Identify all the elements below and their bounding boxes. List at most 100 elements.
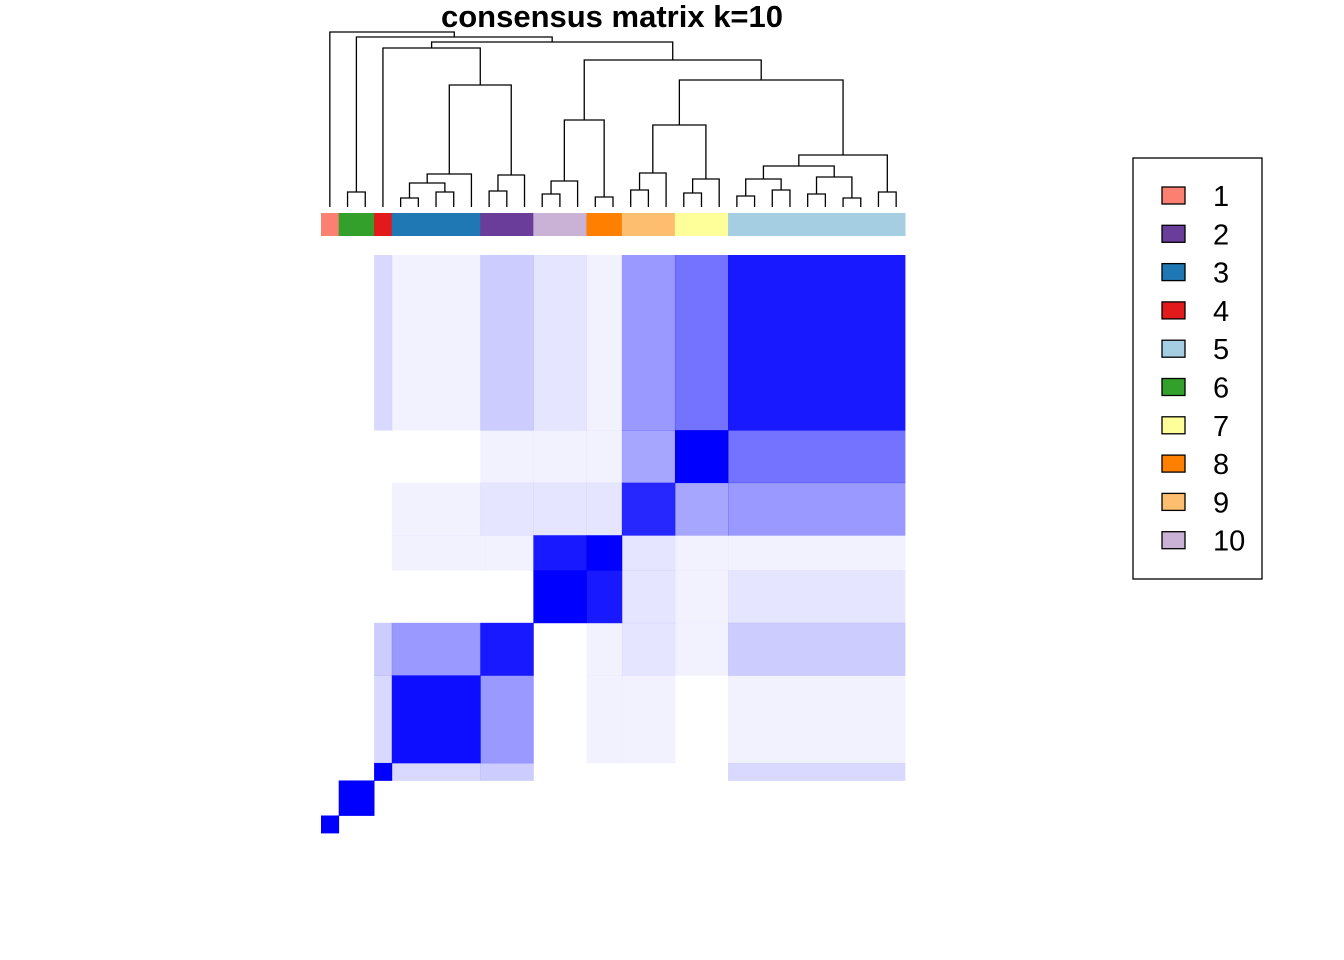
matrix-block-5-4 bbox=[374, 255, 393, 431]
matrix-block-3-3 bbox=[391, 675, 481, 764]
dendrogram-branch bbox=[745, 178, 782, 196]
legend-swatch-1 bbox=[1161, 186, 1186, 205]
matrix-block-2-3 bbox=[391, 622, 481, 676]
matrix-block-10-9 bbox=[621, 570, 676, 624]
matrix-block-9-9 bbox=[621, 482, 676, 536]
chart-title: consensus matrix k=10 bbox=[441, 0, 783, 34]
legend-label-5: 5 bbox=[1213, 334, 1229, 366]
legend-swatch-2 bbox=[1161, 224, 1186, 243]
cluster-bar-9 bbox=[621, 213, 676, 236]
matrix-block-2-8 bbox=[586, 622, 623, 676]
cluster-bar-5 bbox=[728, 213, 906, 236]
matrix-block-2-2 bbox=[480, 622, 534, 676]
matrix-block-7-9 bbox=[621, 430, 676, 484]
cluster-annotation-bar bbox=[321, 213, 906, 236]
matrix-block-4-4 bbox=[374, 762, 393, 781]
dendrogram-branch bbox=[678, 79, 844, 155]
legend-label-3: 3 bbox=[1213, 258, 1229, 290]
dendrogram-branch bbox=[683, 192, 703, 207]
legend-label-8: 8 bbox=[1213, 449, 1229, 481]
matrix-block-8-2 bbox=[480, 535, 534, 571]
dendrogram bbox=[329, 31, 897, 207]
matrix-block-8-5 bbox=[728, 535, 906, 571]
cluster-bar-1 bbox=[321, 213, 340, 236]
consensus-matrix bbox=[321, 255, 906, 834]
matrix-block-5-3 bbox=[391, 255, 481, 431]
matrix-block-7-5 bbox=[728, 430, 906, 484]
dendrogram-branch bbox=[329, 31, 455, 207]
matrix-block-5-5 bbox=[728, 255, 906, 431]
legend: 1 2 3 4 5 6 7 8 9 10 bbox=[1132, 157, 1263, 580]
matrix-block-9-7 bbox=[674, 482, 729, 536]
dendrogram-branch bbox=[488, 190, 508, 207]
matrix-block-3-4 bbox=[374, 675, 393, 764]
dendrogram-branch bbox=[630, 189, 650, 207]
legend-label-4: 4 bbox=[1213, 296, 1229, 328]
matrix-block-7-8 bbox=[586, 430, 623, 484]
dendrogram-branch bbox=[771, 189, 791, 207]
matrix-block-10-8 bbox=[586, 570, 623, 624]
cluster-bar-4 bbox=[374, 213, 393, 236]
legend-label-9: 9 bbox=[1213, 487, 1229, 519]
cluster-bar-8 bbox=[586, 213, 623, 236]
dendrogram-branch bbox=[594, 196, 614, 207]
legend-swatch-5 bbox=[1161, 339, 1186, 358]
legend-label-6: 6 bbox=[1213, 373, 1229, 405]
dendrogram-branch bbox=[430, 41, 674, 60]
matrix-block-5-2 bbox=[480, 255, 534, 431]
matrix-block-7-2 bbox=[480, 430, 534, 484]
dendrogram-branch bbox=[652, 124, 707, 179]
legend-entries: 1 2 3 4 5 6 7 8 9 10 bbox=[1161, 181, 1245, 558]
matrix-block-2-9 bbox=[621, 622, 676, 676]
cluster-bar-2 bbox=[480, 213, 534, 236]
dendrogram-branch bbox=[798, 154, 888, 192]
dendrogram-branch bbox=[435, 191, 455, 207]
dendrogram-branch bbox=[563, 119, 605, 197]
dendrogram-branch bbox=[399, 197, 419, 207]
matrix-block-9-10 bbox=[533, 482, 587, 536]
matrix-block-8-9 bbox=[621, 535, 676, 571]
legend-label-10: 10 bbox=[1213, 526, 1245, 558]
cluster-bar-10 bbox=[533, 213, 587, 236]
dendrogram-branch bbox=[541, 193, 561, 207]
dendrogram-branch bbox=[807, 193, 827, 207]
matrix-block-2-4 bbox=[374, 622, 393, 676]
matrix-block-7-10 bbox=[533, 430, 587, 484]
dendrogram-branch bbox=[355, 36, 553, 192]
matrix-block-4-5 bbox=[728, 762, 906, 781]
matrix-block-6-6 bbox=[338, 780, 375, 816]
legend-box bbox=[1132, 157, 1263, 580]
matrix-block-8-3 bbox=[391, 535, 481, 571]
matrix-block-3-2 bbox=[480, 675, 534, 764]
legend-swatch-9 bbox=[1161, 492, 1186, 512]
legend-swatch-3 bbox=[1161, 262, 1186, 282]
legend-swatch-8 bbox=[1161, 454, 1186, 473]
matrix-block-8-7 bbox=[674, 535, 729, 571]
cluster-bar-7 bbox=[674, 213, 729, 236]
legend-swatch-6 bbox=[1161, 377, 1186, 397]
matrix-block-5-10 bbox=[533, 255, 587, 431]
matrix-block-9-8 bbox=[586, 482, 623, 536]
matrix-block-10-5 bbox=[728, 570, 906, 624]
dendrogram-branch bbox=[736, 195, 756, 207]
matrix-block-1-1 bbox=[321, 815, 340, 834]
matrix-block-8-10 bbox=[533, 535, 587, 571]
matrix-block-4-2 bbox=[480, 762, 534, 781]
dendrogram-branch bbox=[877, 191, 897, 207]
matrix-block-3-9 bbox=[621, 675, 676, 764]
matrix-block-3-5 bbox=[728, 675, 906, 764]
matrix-block-10-7 bbox=[674, 570, 729, 624]
cluster-bar-6 bbox=[338, 213, 375, 236]
legend-label-7: 7 bbox=[1213, 411, 1229, 443]
matrix-block-9-3 bbox=[391, 482, 481, 536]
legend-label-2: 2 bbox=[1213, 219, 1229, 251]
matrix-block-7-7 bbox=[674, 430, 729, 484]
matrix-block-10-10 bbox=[533, 570, 587, 624]
legend-swatch-4 bbox=[1161, 301, 1186, 320]
matrix-block-5-9 bbox=[621, 255, 676, 431]
legend-label-1: 1 bbox=[1213, 181, 1229, 213]
matrix-block-5-8 bbox=[586, 255, 623, 431]
legend-swatch-7 bbox=[1161, 416, 1186, 435]
matrix-block-9-5 bbox=[728, 482, 906, 536]
